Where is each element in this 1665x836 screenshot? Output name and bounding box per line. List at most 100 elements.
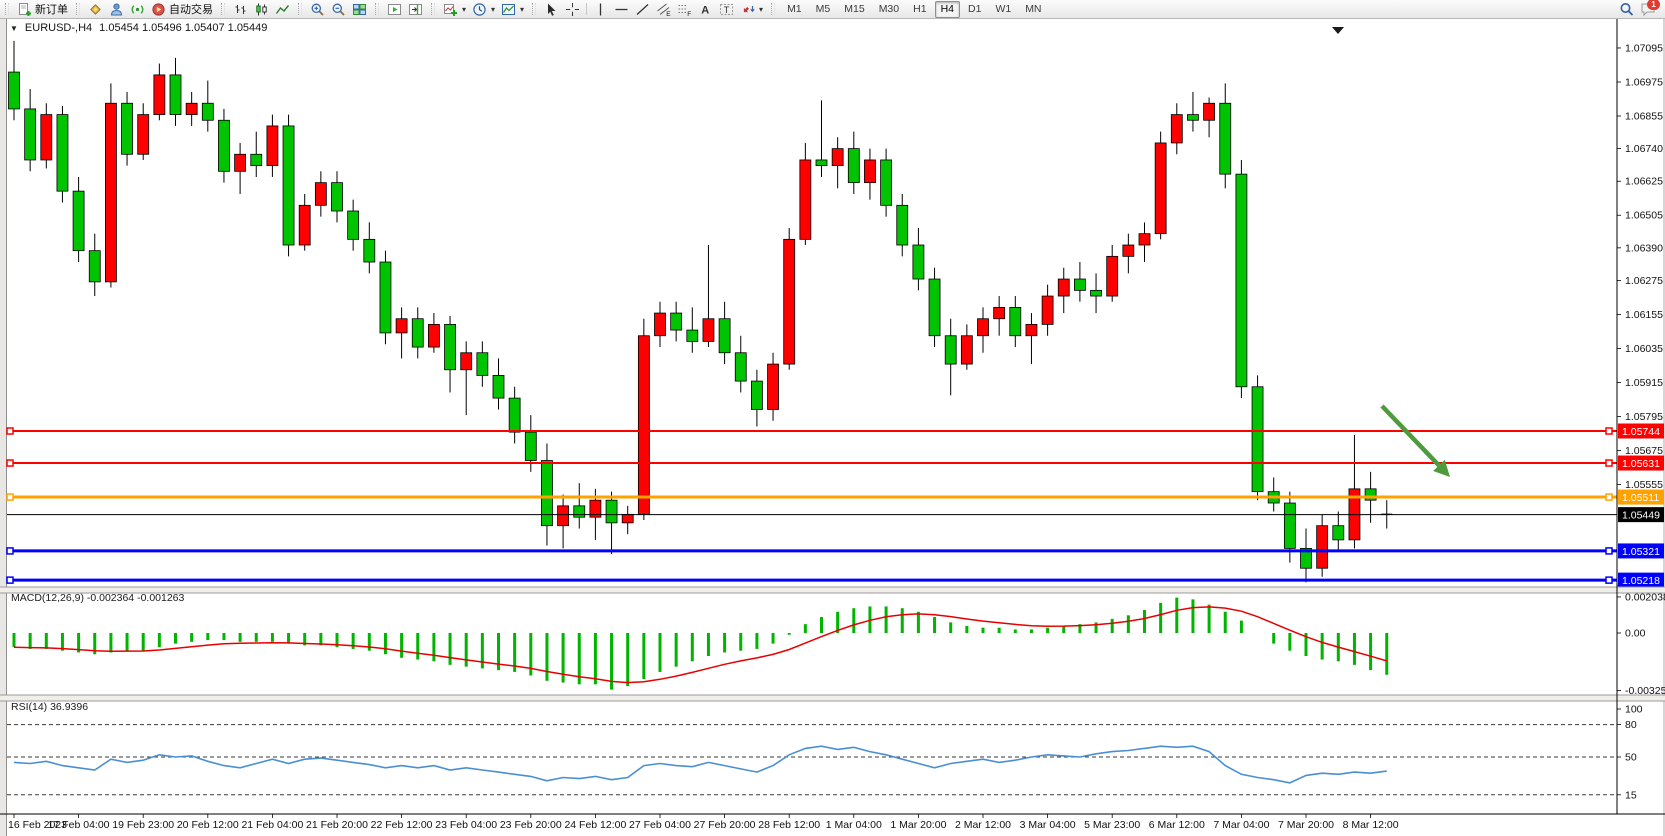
candle	[105, 83, 117, 288]
notifications-button[interactable]: 1	[1640, 0, 1660, 17]
candlestick-chart-button[interactable]	[251, 1, 272, 17]
timeframe-button-m5[interactable]: M5	[815, 2, 831, 15]
candle	[670, 301, 683, 342]
candlestick-icon	[256, 3, 267, 15]
time-tick-label: 23 Feb 20:00	[500, 819, 562, 831]
channel-tool-button[interactable]: E	[653, 1, 674, 17]
candle	[864, 148, 876, 200]
collapse-triangle-icon[interactable]: ▼	[10, 23, 18, 33]
shapes-button[interactable]: ▾	[737, 1, 766, 17]
equidistant-channel-icon: E	[657, 3, 671, 17]
chart-shift-marker-icon[interactable]	[1332, 27, 1344, 34]
time-tick-label: 3 Mar 04:00	[1020, 819, 1076, 831]
time-tick-label: 8 Mar 12:00	[1343, 819, 1399, 831]
timeframe-button-h1[interactable]: H1	[913, 2, 927, 15]
label-tool-button[interactable]: T	[716, 1, 737, 17]
styles-button[interactable]	[85, 1, 106, 17]
price-tick-label: 1.06625	[1625, 176, 1663, 188]
line-handle[interactable]	[1605, 576, 1613, 584]
line-chart-button[interactable]	[272, 1, 293, 17]
signals-button[interactable]	[127, 1, 148, 17]
line-handle[interactable]	[1605, 493, 1613, 501]
zoom-in-button[interactable]	[307, 1, 328, 17]
text-tool-button[interactable]: A	[695, 1, 716, 17]
pane-separator[interactable]	[0, 695, 1665, 701]
candle	[751, 369, 763, 427]
line-handle[interactable]	[6, 493, 14, 501]
price-line-label: 1.05744	[1618, 423, 1664, 439]
toolbar-separator	[586, 3, 588, 15]
rsi-tick-label: 15	[1625, 789, 1637, 801]
svg-text:1.05511: 1.05511	[1622, 492, 1659, 504]
cursor-button[interactable]	[541, 1, 562, 17]
community-button[interactable]	[106, 1, 127, 17]
line-handle[interactable]	[6, 427, 14, 435]
auto-trading-button[interactable]: 自动交易	[148, 1, 216, 17]
timeframe-button-h4[interactable]: H4	[934, 0, 960, 18]
chart-plot-area[interactable]	[0, 19, 1665, 836]
candle	[799, 142, 812, 246]
time-tick-label: 17 Feb 04:00	[48, 819, 110, 831]
new-order-button[interactable]: 新订单	[14, 1, 71, 17]
toolbar-grip	[76, 3, 80, 15]
line-handle[interactable]	[6, 459, 14, 467]
timeframe-button-mn[interactable]: MN	[1025, 2, 1042, 15]
timeframe-button-d1[interactable]: D1	[968, 2, 982, 15]
candle	[444, 315, 456, 393]
line-handle[interactable]	[1605, 547, 1613, 555]
toolbar-grip	[221, 3, 225, 15]
candle	[654, 301, 666, 348]
time-tick-label: 1 Mar 20:00	[890, 819, 946, 831]
line-chart-icon	[275, 4, 290, 14]
tile-windows-icon	[353, 3, 366, 15]
auto-trading-icon	[152, 2, 165, 16]
timeframe-button-m15[interactable]: M15	[844, 2, 865, 15]
candle	[411, 307, 424, 359]
candle	[831, 137, 844, 189]
line-handle[interactable]	[1605, 427, 1613, 435]
svg-text:1.05449: 1.05449	[1622, 510, 1660, 522]
chart-shift-button[interactable]	[405, 1, 426, 17]
price-tick-label: 1.06740	[1625, 143, 1663, 155]
horizontal-line-tool-button[interactable]	[611, 1, 632, 17]
candle	[476, 341, 489, 387]
timeframe-button-m30[interactable]: M30	[878, 2, 900, 15]
tile-windows-button[interactable]	[349, 1, 370, 17]
time-tick-label: 5 Mar 23:00	[1084, 819, 1140, 831]
line-handle[interactable]	[1605, 459, 1613, 467]
price-tick-label: 1.06035	[1625, 343, 1663, 355]
trend-arrow-annotation[interactable]	[1380, 404, 1450, 477]
vertical-line-tool-button[interactable]	[590, 1, 611, 17]
line-handle[interactable]	[6, 576, 14, 584]
line-handle[interactable]	[6, 547, 14, 555]
fibonacci-tool-button[interactable]: F	[674, 1, 695, 17]
price-line-label: 1.05511	[1618, 489, 1664, 505]
candle	[977, 307, 989, 353]
rsi-tick-label: 80	[1625, 719, 1637, 731]
price-line-label: 1.05449	[1618, 507, 1664, 523]
crosshair-button[interactable]	[562, 1, 583, 17]
trendline-tool-button[interactable]	[632, 1, 653, 17]
auto-trading-label: 自动交易	[169, 4, 213, 16]
auto-scroll-button[interactable]	[384, 1, 405, 17]
candle	[266, 114, 279, 177]
candle	[250, 131, 263, 177]
timeframe-button-m1[interactable]: M1	[787, 2, 802, 15]
svg-text:1.05631: 1.05631	[1622, 458, 1660, 470]
timeframe-button-w1[interactable]: W1	[995, 2, 1012, 15]
template-chart-icon	[502, 3, 516, 15]
zoom-out-button[interactable]	[328, 1, 349, 17]
pane-separator[interactable]	[0, 587, 1665, 593]
periods-button[interactable]: ▾	[469, 1, 498, 17]
candle	[1074, 262, 1086, 302]
templates-button[interactable]: ▾	[498, 1, 527, 17]
fibonacci-icon: F	[678, 4, 691, 17]
bar-chart-button[interactable]	[230, 1, 251, 17]
close-value: 1.05449	[227, 22, 268, 34]
search-icon[interactable]	[1619, 2, 1634, 17]
candle	[734, 335, 747, 393]
indicators-button[interactable]: ▾	[440, 1, 469, 17]
cursor-arrow-icon	[548, 3, 556, 16]
text-tool-icon: A	[701, 4, 709, 16]
